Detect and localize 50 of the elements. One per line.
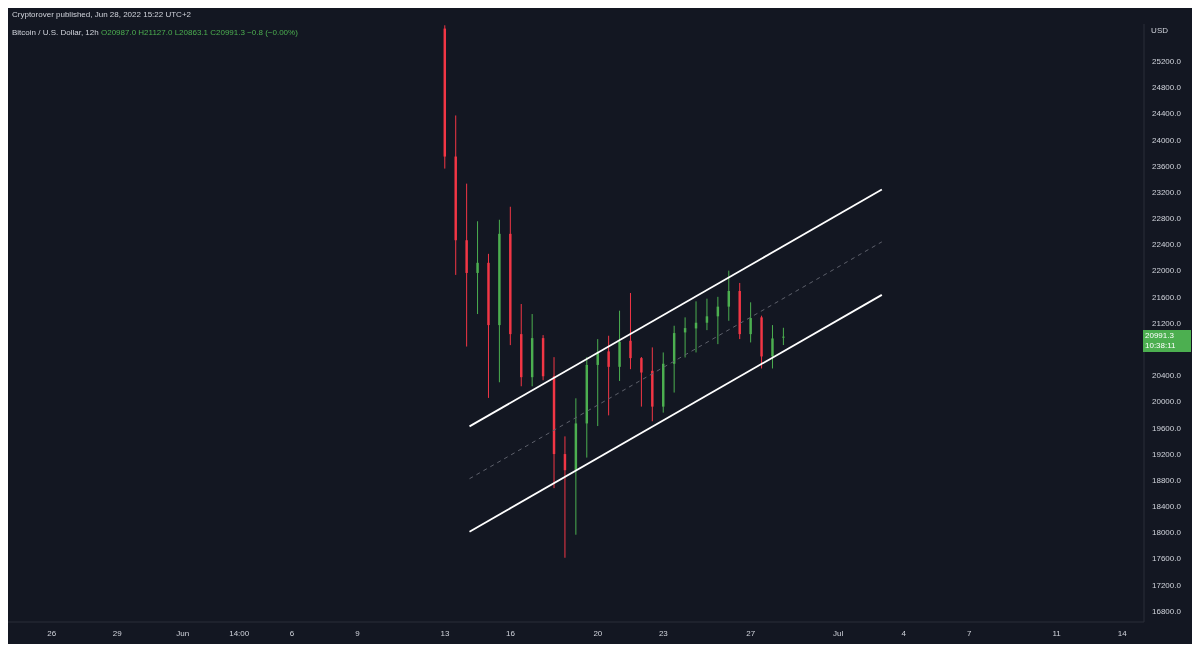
y-tick-label: 19200.0 <box>1152 449 1182 459</box>
candlestick <box>640 356 643 408</box>
x-tick-label: 26 <box>47 628 57 638</box>
y-tick-label: 17200.0 <box>1152 580 1182 590</box>
candlestick <box>476 220 479 315</box>
x-tick-label: 7 <box>967 628 972 638</box>
text: Bitcoin / U.S. Dollar, 12h <box>12 28 99 37</box>
candlestick <box>596 338 599 427</box>
candlestick <box>771 324 774 369</box>
x-tick-label: Jun <box>176 628 190 638</box>
candlestick <box>629 292 632 370</box>
y-tick-label: 19600.0 <box>1152 423 1182 433</box>
x-tick-label: Jul <box>833 628 844 638</box>
annotation: O20987.0 H21127.0 L20863.1 C20991.3 −0.8 (−0.00%) <box>100 28 298 37</box>
y-tick-label: 25200.0 <box>1152 57 1182 67</box>
y-tick-label: 21600.0 <box>1152 292 1182 302</box>
x-tick-label: 9 <box>355 628 361 638</box>
y-tick-label: 24000.0 <box>1152 135 1182 145</box>
y-tick-label: 23600.0 <box>1152 161 1182 171</box>
x-tick-label: 11 <box>1052 628 1062 638</box>
candlestick <box>749 301 752 343</box>
y-tick-label: 21200.0 <box>1152 318 1182 328</box>
x-tick-label: 6 <box>289 628 295 638</box>
x-tick-label: 20 <box>593 628 603 638</box>
x-tick-label: 14:00 <box>229 628 250 638</box>
y-tick-label: 24800.0 <box>1152 83 1182 93</box>
x-tick-label: 14 <box>1117 628 1128 638</box>
y-tick-label: 22000.0 <box>1152 266 1182 276</box>
y-tick-label: 22800.0 <box>1152 214 1182 224</box>
price-tag: 20991.3 10:38:11 <box>1143 330 1191 352</box>
y-tick-label: 18400.0 <box>1152 502 1182 512</box>
x-tick-label: 29 <box>112 628 123 638</box>
x-tick-label: 23 <box>658 628 669 638</box>
y-tick-label: 20400.0 <box>1152 371 1182 381</box>
y-tick-label: 24400.0 <box>1152 109 1182 119</box>
chart-subtitle: Cryptorover published, Jun 28, 2022 15:22 UTC+2 <box>12 10 191 19</box>
x-tick-label: 13 <box>440 628 450 638</box>
y-tick-label: 18000.0 <box>1152 528 1182 538</box>
y-axis-title: USD <box>1151 26 1168 35</box>
x-tick-label: 27 <box>746 628 756 638</box>
y-tick-label: 20000.0 <box>1152 397 1182 407</box>
y-tick-label: 18800.0 <box>1152 475 1182 485</box>
y-tick-label: 22400.0 <box>1152 240 1182 250</box>
y-tick-label: 23200.0 <box>1152 187 1182 197</box>
candlestick <box>607 335 610 416</box>
y-tick-label: 17600.0 <box>1152 554 1182 564</box>
x-tick-label: 16 <box>506 628 516 638</box>
x-tick-label: 4 <box>901 628 907 638</box>
candlestick <box>782 327 785 346</box>
y-tick-label: 16800.0 <box>1152 606 1182 616</box>
